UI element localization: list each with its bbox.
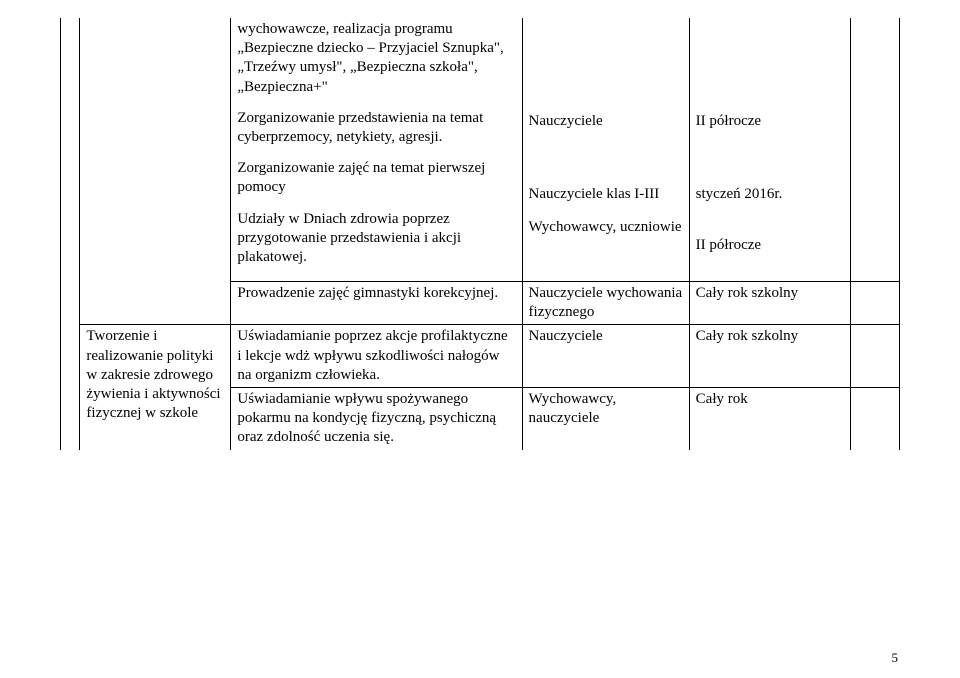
cell-text: wychowawcze, realizacja programu „Bezpie…	[237, 20, 515, 97]
cell: Nauczyciele wychowania fizycznego	[522, 282, 689, 325]
cell	[61, 388, 80, 450]
cell: Prowadzenie zajęć gimnastyki korekcyjnej…	[231, 282, 522, 325]
spacer	[237, 267, 515, 279]
cell-text: Udziały w Dniach zdrowia poprzez przygot…	[237, 210, 515, 268]
cell	[80, 18, 231, 282]
cell-text: II półrocze	[696, 236, 845, 255]
cell-text: Nauczyciele klas I-III	[529, 185, 683, 204]
cell: Nauczyciele	[522, 325, 689, 388]
spacer	[237, 97, 515, 109]
cell: Uświadamianie wpływu spożywanego pokarmu…	[231, 388, 522, 450]
cell-text: Wychowawcy, nauczyciele	[529, 391, 617, 426]
cell-text: Uświadamianie poprzez akcje profilaktycz…	[237, 328, 507, 382]
cell: Cały rok szkolny	[689, 325, 851, 388]
cell-text: Prowadzenie zajęć gimnastyki korekcyjnej…	[237, 285, 498, 301]
cell	[851, 282, 900, 325]
cell-text: Tworzenie i realizowanie polityki w zakr…	[86, 328, 220, 421]
spacer	[237, 198, 515, 210]
spacer	[529, 204, 683, 218]
cell	[80, 282, 231, 325]
cell-text: Nauczyciele wychowania fizycznego	[529, 285, 683, 320]
spacer	[696, 20, 845, 112]
cell: Uświadamianie poprzez akcje profilaktycz…	[231, 325, 522, 388]
spacer	[696, 131, 845, 185]
cell-text: Uświadamianie wpływu spożywanego pokarmu…	[237, 391, 496, 445]
cell	[851, 388, 900, 450]
cell-text: II półrocze	[696, 112, 845, 131]
cell-text: Wychowawcy, uczniowie	[529, 218, 683, 237]
cell	[61, 282, 80, 325]
table-row: Prowadzenie zajęć gimnastyki korekcyjnej…	[61, 282, 900, 325]
spacer	[237, 147, 515, 159]
table-row: wychowawcze, realizacja programu „Bezpie…	[61, 18, 900, 282]
cell-text: Cały rok szkolny	[696, 328, 799, 344]
cell-text: Zorganizowanie przedstawienia na temat c…	[237, 109, 515, 147]
page-number: 5	[892, 650, 899, 666]
cell-text: Nauczyciele	[529, 328, 603, 344]
cell: Cały rok szkolny	[689, 282, 851, 325]
cell	[851, 325, 900, 388]
cell-text: Cały rok szkolny	[696, 285, 799, 301]
cell: Wychowawcy, nauczyciele	[522, 388, 689, 450]
cell	[61, 18, 80, 282]
cell-text: Zorganizowanie zajęć na temat pierwszej …	[237, 159, 515, 197]
spacer	[529, 20, 683, 112]
cell: wychowawcze, realizacja programu „Bezpie…	[231, 18, 522, 282]
cell: Tworzenie i realizowanie polityki w zakr…	[80, 325, 231, 450]
page: wychowawcze, realizacja programu „Bezpie…	[0, 0, 960, 678]
spacer	[696, 204, 845, 236]
cell-text: Cały rok	[696, 391, 748, 407]
cell	[61, 325, 80, 388]
cell: Cały rok	[689, 388, 851, 450]
cell: II półrocze styczeń 2016r. II półrocze	[689, 18, 851, 282]
cell-text: Nauczyciele	[529, 112, 683, 131]
table-row: Tworzenie i realizowanie polityki w zakr…	[61, 325, 900, 388]
cell	[851, 18, 900, 282]
cell-text: styczeń 2016r.	[696, 185, 845, 204]
spacer	[529, 131, 683, 185]
main-table: wychowawcze, realizacja programu „Bezpie…	[60, 18, 900, 450]
cell: Nauczyciele Nauczyciele klas I-III Wycho…	[522, 18, 689, 282]
